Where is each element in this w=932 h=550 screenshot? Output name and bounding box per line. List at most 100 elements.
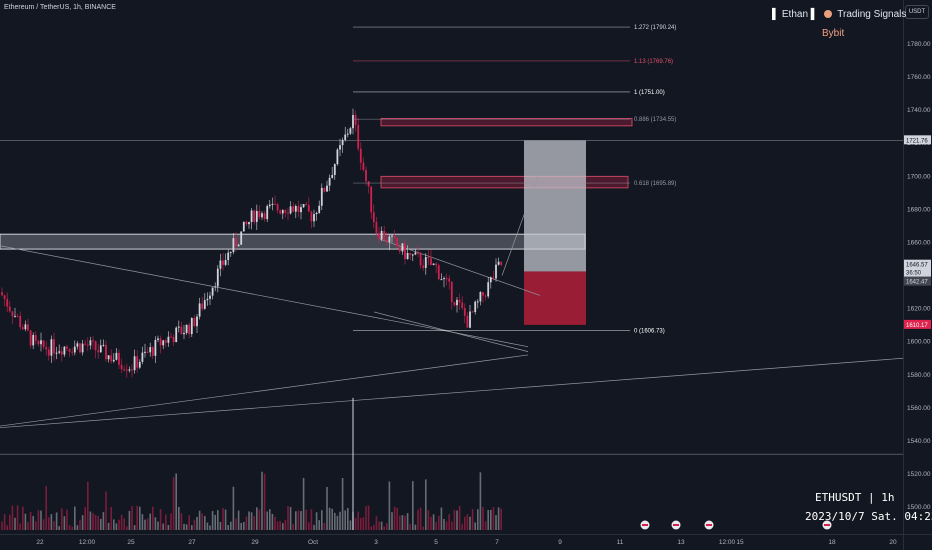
- candle-body[interactable]: [32, 335, 35, 346]
- candle-body[interactable]: [482, 292, 484, 296]
- candle-body[interactable]: [144, 351, 146, 353]
- candle-body[interactable]: [344, 134, 347, 140]
- candle-body[interactable]: [190, 317, 193, 335]
- candle-body[interactable]: [297, 206, 300, 213]
- candle-body[interactable]: [443, 278, 445, 280]
- candle-body[interactable]: [94, 341, 97, 351]
- trendline[interactable]: [0, 354, 529, 427]
- candle-body[interactable]: [14, 315, 16, 317]
- candle-body[interactable]: [281, 210, 284, 214]
- candle-body[interactable]: [331, 175, 334, 178]
- candle-body[interactable]: [341, 139, 344, 146]
- candle-body[interactable]: [307, 205, 310, 212]
- candle-body[interactable]: [471, 311, 474, 313]
- candle-body[interactable]: [203, 300, 206, 309]
- candle-body[interactable]: [68, 348, 71, 352]
- candle-body[interactable]: [157, 338, 159, 340]
- candle-body[interactable]: [417, 252, 419, 254]
- candle-body[interactable]: [484, 295, 487, 297]
- candle-body[interactable]: [149, 347, 152, 353]
- candle-body[interactable]: [276, 204, 279, 211]
- candle-body[interactable]: [378, 233, 380, 240]
- candle-body[interactable]: [211, 287, 214, 296]
- candle-body[interactable]: [476, 301, 479, 303]
- candle-body[interactable]: [383, 230, 386, 241]
- candle-body[interactable]: [274, 203, 276, 205]
- candle-body[interactable]: [1, 292, 3, 296]
- candle-body[interactable]: [42, 340, 45, 347]
- candle-body[interactable]: [375, 222, 378, 234]
- candle-body[interactable]: [219, 260, 222, 269]
- candle-body[interactable]: [222, 260, 224, 265]
- candle-body[interactable]: [495, 264, 497, 279]
- candle-body[interactable]: [188, 324, 191, 335]
- candle-body[interactable]: [6, 298, 9, 307]
- candle-body[interactable]: [435, 263, 438, 266]
- candle-body[interactable]: [133, 356, 136, 371]
- candle-body[interactable]: [177, 326, 180, 328]
- candle-body[interactable]: [427, 257, 430, 259]
- candle-body[interactable]: [463, 307, 466, 316]
- candle-body[interactable]: [112, 359, 115, 362]
- candle-body[interactable]: [131, 369, 133, 371]
- candle-body[interactable]: [461, 302, 464, 308]
- candle-body[interactable]: [141, 352, 144, 362]
- candle-body[interactable]: [388, 236, 391, 242]
- candle-body[interactable]: [175, 327, 178, 343]
- trendline[interactable]: [501, 143, 551, 276]
- candle-body[interactable]: [323, 187, 326, 192]
- candle-body[interactable]: [240, 231, 243, 245]
- candle-body[interactable]: [328, 177, 331, 186]
- candle-body[interactable]: [167, 336, 170, 343]
- candle-body[interactable]: [136, 356, 139, 368]
- candle-body[interactable]: [27, 324, 29, 331]
- candle-body[interactable]: [424, 257, 427, 268]
- candle-body[interactable]: [500, 261, 503, 265]
- candle-body[interactable]: [266, 206, 269, 220]
- trendline[interactable]: [0, 357, 904, 429]
- candle-body[interactable]: [450, 281, 453, 302]
- candle-body[interactable]: [128, 369, 131, 371]
- candle-body[interactable]: [84, 343, 87, 345]
- stop-zone[interactable]: [524, 271, 586, 325]
- candle-body[interactable]: [409, 252, 412, 255]
- candle-body[interactable]: [89, 340, 92, 346]
- candle-body[interactable]: [401, 243, 404, 252]
- candle-body[interactable]: [107, 355, 110, 360]
- candle-body[interactable]: [138, 361, 141, 368]
- resistance-zone[interactable]: [0, 233, 586, 250]
- supply-zone-upper[interactable]: [380, 118, 633, 127]
- candle-body[interactable]: [359, 148, 362, 163]
- trendline[interactable]: [0, 245, 529, 348]
- candle-body[interactable]: [123, 369, 126, 371]
- candle-body[interactable]: [289, 206, 292, 214]
- candle-body[interactable]: [3, 295, 6, 299]
- candle-body[interactable]: [92, 340, 94, 342]
- candle-body[interactable]: [336, 149, 339, 165]
- candle-body[interactable]: [458, 299, 461, 303]
- candle-body[interactable]: [105, 344, 107, 360]
- candle-body[interactable]: [492, 277, 495, 279]
- candle-body[interactable]: [370, 186, 373, 213]
- candle-body[interactable]: [162, 340, 165, 346]
- candle-body[interactable]: [71, 351, 74, 353]
- candle-body[interactable]: [432, 263, 435, 266]
- candle-body[interactable]: [40, 340, 42, 345]
- candle-body[interactable]: [440, 279, 443, 281]
- candle-body[interactable]: [287, 212, 289, 214]
- candle-body[interactable]: [151, 347, 154, 356]
- candle-body[interactable]: [76, 343, 79, 347]
- candle-body[interactable]: [196, 316, 198, 327]
- candle-body[interactable]: [352, 114, 354, 129]
- candle-body[interactable]: [474, 301, 477, 313]
- currency-button[interactable]: USDT: [905, 5, 929, 19]
- candle-body[interactable]: [422, 265, 425, 268]
- candle-body[interactable]: [497, 261, 500, 265]
- candle-body[interactable]: [227, 252, 230, 261]
- candle-body[interactable]: [206, 298, 209, 301]
- candle-body[interactable]: [396, 238, 399, 247]
- candle-body[interactable]: [185, 324, 188, 333]
- candle-body[interactable]: [404, 243, 406, 260]
- candle-body[interactable]: [479, 292, 482, 302]
- candle-body[interactable]: [300, 207, 302, 213]
